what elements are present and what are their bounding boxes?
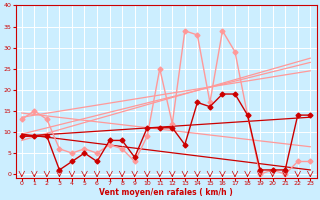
X-axis label: Vent moyen/en rafales ( km/h ): Vent moyen/en rafales ( km/h ) (99, 188, 233, 197)
